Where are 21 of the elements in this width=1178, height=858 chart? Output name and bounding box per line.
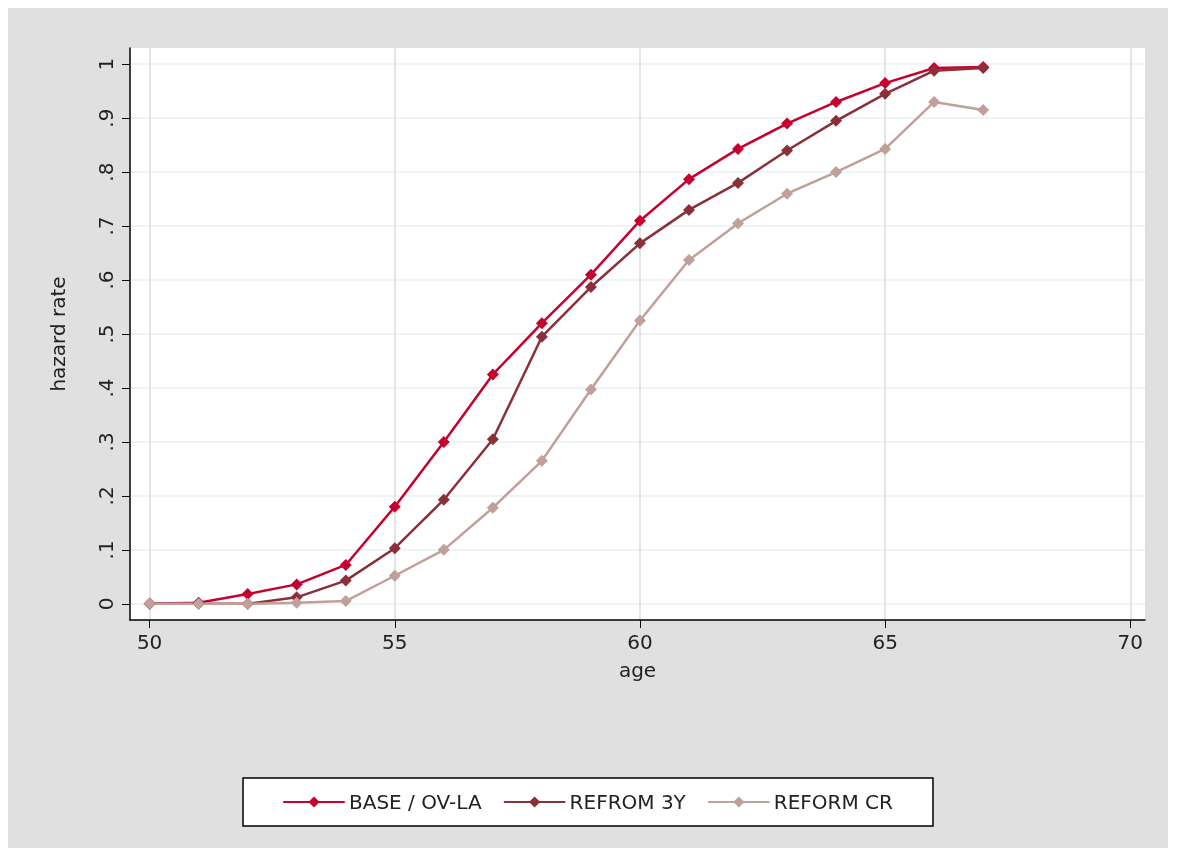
y-tick-label: .3	[94, 432, 118, 452]
legend-label: REFROM 3Y	[569, 790, 687, 814]
y-tick-label: 1	[94, 57, 118, 71]
y-tick-label: .8	[94, 162, 118, 182]
x-tick-label: 55	[382, 630, 408, 654]
y-tick-label: .1	[94, 540, 118, 560]
y-tick-label: .7	[94, 216, 118, 236]
y-tick-label: .5	[94, 324, 118, 344]
legend-label: BASE / OV-LA	[349, 790, 482, 814]
x-tick-label: 65	[872, 630, 898, 654]
x-axis-title: age	[618, 658, 657, 682]
y-axis-title: hazard rate	[46, 276, 70, 392]
x-tick-label: 50	[136, 630, 163, 654]
y-tick-label: .6	[94, 270, 118, 290]
y-tick-label: .2	[94, 486, 118, 506]
x-tick-label: 60	[627, 630, 653, 654]
x-tick-label: 70	[1117, 630, 1144, 654]
legend-label: REFORM CR	[773, 790, 894, 814]
y-tick-label: .4	[94, 378, 118, 398]
y-tick-label: .9	[94, 108, 118, 128]
y-tick-label: 0	[94, 597, 118, 611]
